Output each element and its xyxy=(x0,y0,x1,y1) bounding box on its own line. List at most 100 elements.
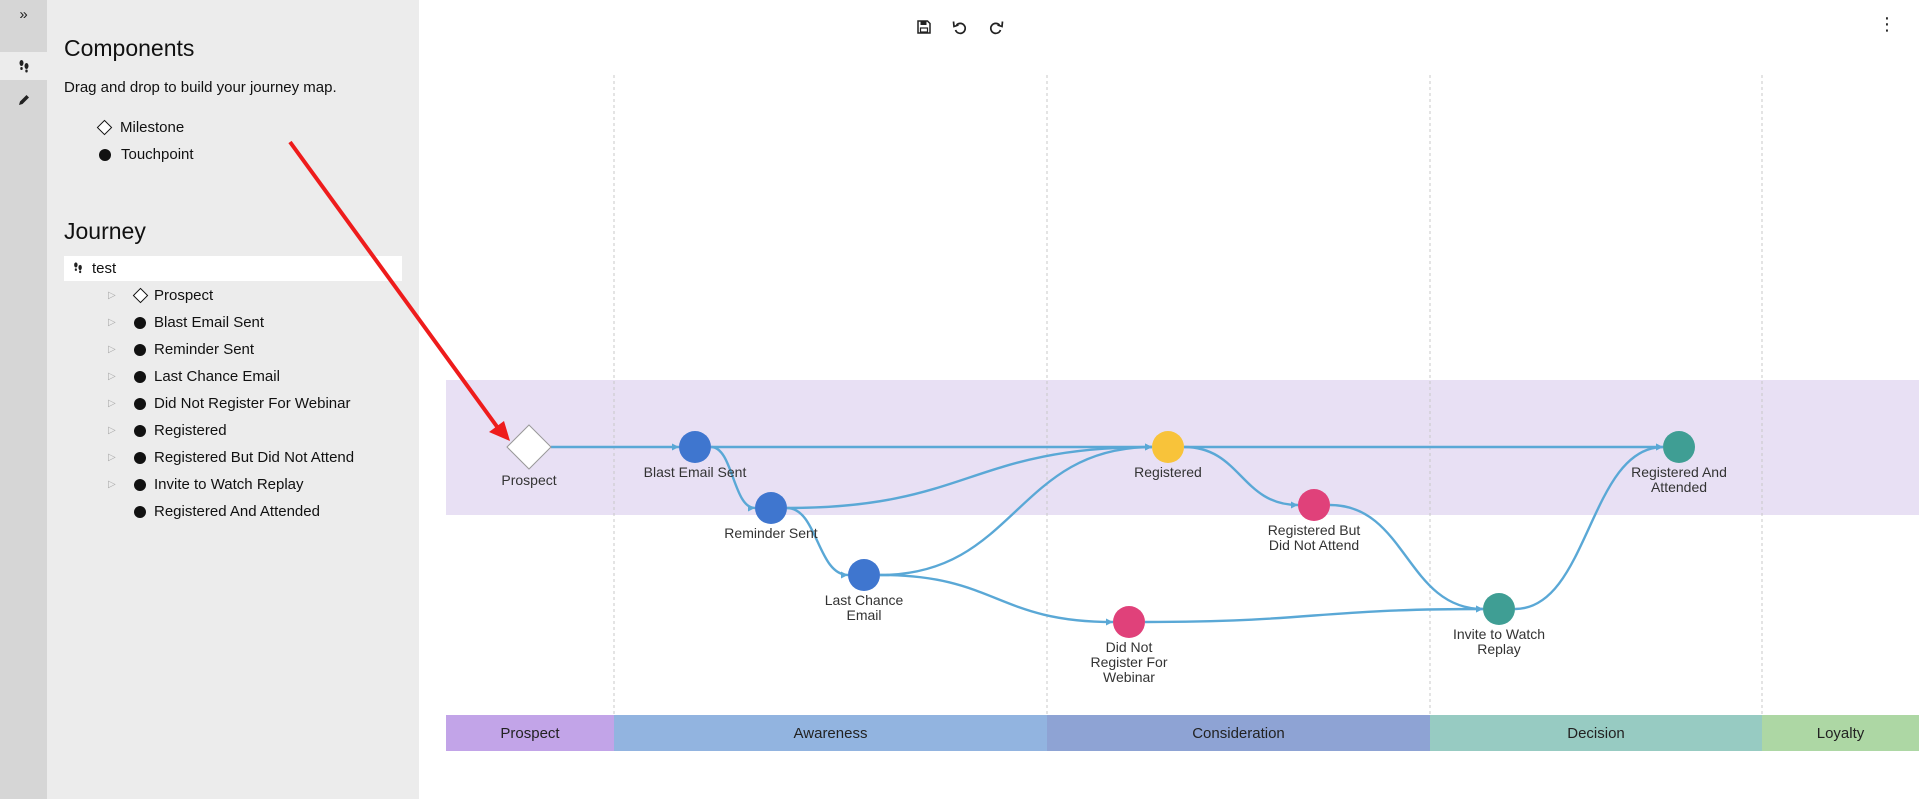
journey-item[interactable]: ▷ Last Chance Email xyxy=(64,364,402,389)
journey-item-label: Last Chance Email xyxy=(154,368,280,385)
left-rail: » xyxy=(0,0,47,799)
expand-caret-icon[interactable]: ▷ xyxy=(108,398,116,409)
node-label: Invite to Watch xyxy=(1453,626,1545,642)
connection-line[interactable] xyxy=(1514,445,1664,611)
component-label: Milestone xyxy=(120,119,185,136)
journey-root[interactable]: test xyxy=(64,256,402,281)
touchpoint-circle[interactable] xyxy=(1483,593,1515,625)
connection-arrowhead xyxy=(1145,443,1152,451)
footprints-icon xyxy=(19,60,28,73)
redo-icon xyxy=(990,21,1004,35)
journey-heading: Journey xyxy=(64,218,146,244)
connection-line[interactable] xyxy=(1183,445,1299,507)
connection-line[interactable] xyxy=(786,506,849,577)
journey-item-label: Invite to Watch Replay xyxy=(154,476,304,493)
expand-caret-icon[interactable]: ▷ xyxy=(108,479,116,490)
touchpoint-circle[interactable] xyxy=(679,431,711,463)
connection-line[interactable] xyxy=(879,573,1114,624)
touchpoint-circle[interactable] xyxy=(755,492,787,524)
component-touchpoint[interactable]: Touchpoint xyxy=(99,146,194,163)
touchpoint-circle[interactable] xyxy=(1152,431,1184,463)
stage-label: Consideration xyxy=(1192,725,1285,742)
journey-item[interactable]: ▷ Blast Email Sent xyxy=(64,310,402,335)
stage-decision[interactable]: Decision xyxy=(1430,715,1762,751)
connections xyxy=(551,443,1664,626)
connection-arrowhead xyxy=(1476,605,1483,613)
component-label: Touchpoint xyxy=(121,146,194,163)
node-label: Did Not Attend xyxy=(1269,537,1359,553)
journey-item-label: Registered And Attended xyxy=(154,503,320,520)
stage-prospect[interactable]: Prospect xyxy=(446,715,614,751)
expand-caret-icon[interactable]: ▷ xyxy=(108,344,116,355)
journey-item[interactable]: ▷ Invite to Watch Replay xyxy=(64,472,402,497)
node-label: Reminder Sent xyxy=(724,525,817,541)
connection-line[interactable] xyxy=(786,445,1153,510)
node-label: Email xyxy=(846,607,881,623)
dot-icon xyxy=(134,478,146,491)
connection-line[interactable] xyxy=(1144,607,1484,624)
journey-item-label: Did Not Register For Webinar xyxy=(154,395,351,412)
node-label: Blast Email Sent xyxy=(644,464,747,480)
journey-map[interactable]: Prospect Awareness Consideration Decision Lo… xyxy=(419,0,1919,799)
undo-button[interactable] xyxy=(948,16,972,38)
journey-item-label: Reminder Sent xyxy=(154,341,255,358)
expand-caret-icon[interactable]: ▷ xyxy=(108,317,116,328)
expand-caret-icon[interactable]: ▷ xyxy=(108,371,116,382)
more-options-icon[interactable]: ⋮ xyxy=(1878,14,1896,34)
journey-item[interactable]: ▷ Reminder Sent xyxy=(64,337,402,362)
node-prospect[interactable]: Prospect xyxy=(501,424,557,488)
stage-label: Decision xyxy=(1567,725,1625,742)
journey-item[interactable]: ▷ Registered xyxy=(64,418,402,443)
expand-caret-icon[interactable]: ▷ xyxy=(108,425,116,436)
node-registered[interactable]: Registered xyxy=(1134,431,1202,480)
connection-arrowhead xyxy=(1106,618,1113,626)
node-label: Webinar xyxy=(1103,669,1155,685)
stage-consideration[interactable]: Consideration xyxy=(1047,715,1430,751)
expand-icon[interactable]: » xyxy=(19,5,28,23)
milestone-diamond[interactable] xyxy=(506,424,552,470)
dot-icon xyxy=(134,451,146,464)
components-heading: Components xyxy=(64,35,195,61)
side-panel: Components Drag and drop to build your j… xyxy=(47,0,419,799)
expand-caret-icon[interactable]: ▷ xyxy=(108,452,116,463)
journey-item[interactable]: ▷ Registered But Did Not Attend xyxy=(64,445,402,470)
connection-arrowhead xyxy=(748,504,755,512)
node-label: Last Chance xyxy=(825,592,904,608)
dot-icon xyxy=(134,370,146,383)
journey-tab-icon[interactable] xyxy=(0,52,47,80)
node-label: Register For xyxy=(1090,654,1167,670)
journey-map-canvas[interactable]: Prospect Awareness Consideration Decision Lo… xyxy=(419,0,1919,799)
expand-caret-icon[interactable]: ▷ xyxy=(108,290,116,301)
journey-item-label: Prospect xyxy=(154,287,214,304)
redo-button[interactable] xyxy=(984,16,1008,38)
touchpoint-circle[interactable] xyxy=(1298,489,1330,521)
node-label: Registered And xyxy=(1631,464,1727,480)
stage-awareness[interactable]: Awareness xyxy=(614,715,1047,751)
touchpoint-circle[interactable] xyxy=(848,559,880,591)
connection-line[interactable] xyxy=(879,445,1153,577)
journey-item[interactable]: ▷ Did Not Register For Webinar xyxy=(64,391,402,416)
component-milestone[interactable]: Milestone xyxy=(96,119,185,136)
dot-icon xyxy=(134,505,146,518)
save-button[interactable] xyxy=(912,16,936,38)
stage-label: Loyalty xyxy=(1817,725,1865,742)
node-blast[interactable]: Blast Email Sent xyxy=(644,431,747,480)
touchpoint-circle[interactable] xyxy=(1113,606,1145,638)
journey-item[interactable]: Registered And Attended xyxy=(64,499,402,524)
dot-icon xyxy=(134,424,146,437)
dot-icon xyxy=(99,148,111,161)
stage-loyalty[interactable]: Loyalty xyxy=(1762,715,1919,751)
edit-tab-icon[interactable] xyxy=(0,86,47,114)
journey-item[interactable]: ▷ Prospect xyxy=(64,283,402,308)
connection-line[interactable] xyxy=(1329,503,1484,611)
connection-arrowhead xyxy=(1656,443,1663,451)
touchpoint-circle[interactable] xyxy=(1663,431,1695,463)
node-reminder[interactable]: Reminder Sent xyxy=(724,492,818,541)
dot-icon xyxy=(134,316,146,329)
dot-icon xyxy=(134,397,146,410)
